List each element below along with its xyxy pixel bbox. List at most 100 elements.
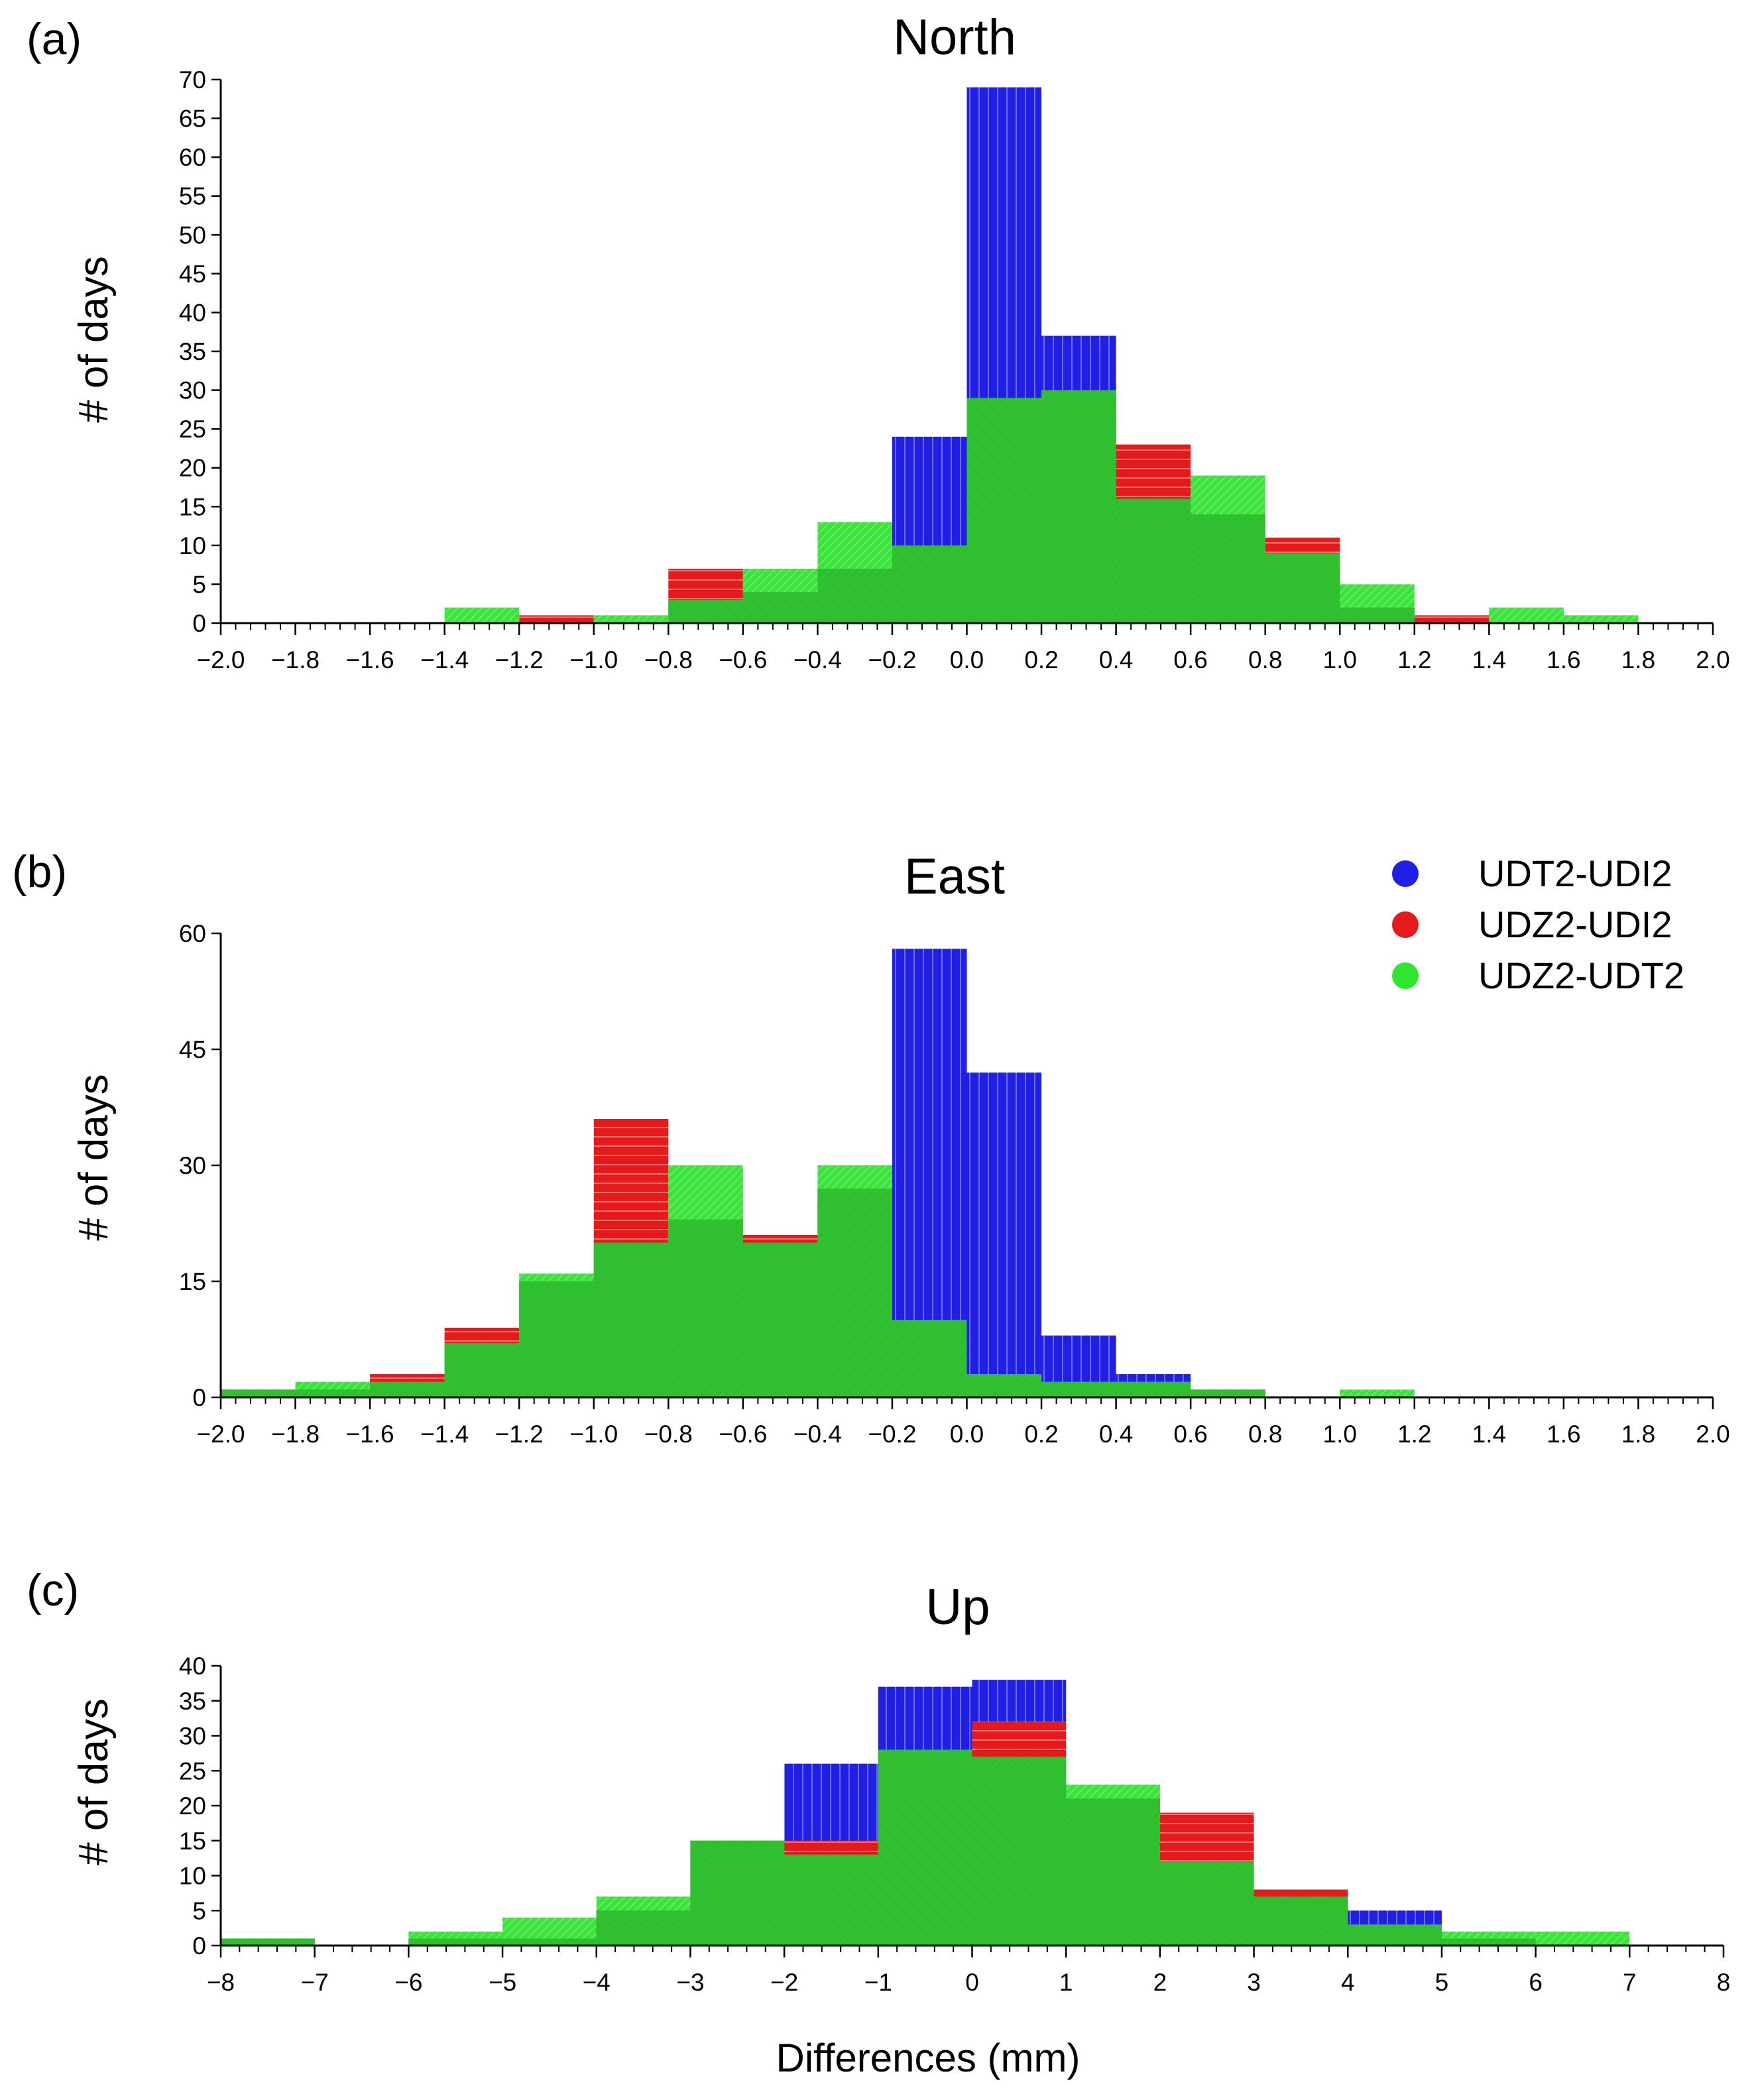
x-tick-label-c: −3	[676, 1969, 704, 1996]
bar-a-udz2-udi2-4	[519, 615, 594, 623]
overlap-bar-b-8	[817, 1189, 892, 1397]
chart-title-up: Up	[925, 1579, 990, 1635]
x-tick-label-b: 2.0	[1696, 1421, 1729, 1448]
x-tick-label-b: 1.4	[1472, 1421, 1506, 1448]
y-tick-label-a: 55	[179, 183, 206, 210]
x-tick-label-a: 0.0	[950, 646, 984, 673]
x-tick-label-b: −1.0	[569, 1421, 618, 1448]
x-tick-label-b: −1.2	[495, 1421, 544, 1448]
overlap-bar-b-2	[370, 1381, 445, 1397]
legend-marker-udz2-udi2	[1392, 911, 1419, 938]
x-tick-label-b: 0.6	[1173, 1421, 1207, 1448]
overlap-bar-b-12	[1116, 1381, 1191, 1397]
overlap-a	[668, 390, 1415, 623]
y-tick-label-a: 5	[192, 571, 206, 598]
legend-marker-udz2-udt2	[1392, 962, 1419, 989]
overlap-bar-c-6	[784, 1854, 878, 1946]
overlap-bar-a-7	[742, 592, 818, 623]
overlap-bar-c-12	[1348, 1924, 1442, 1946]
bar-a-udz2-udt2-3	[444, 607, 520, 623]
overlap-b	[221, 1189, 1265, 1397]
x-tick-label-c: −1	[864, 1969, 892, 1996]
x-tick-label-a: −1.0	[569, 646, 618, 673]
overlap-bar-b-11	[1041, 1381, 1116, 1397]
y-tick-label-a: 20	[179, 455, 206, 482]
x-tick-label-a: −0.4	[793, 646, 842, 673]
y-tick-label-c: 25	[179, 1757, 206, 1784]
overlap-bar-c-5	[690, 1840, 785, 1946]
y-axis-label-b: # of days	[71, 1074, 117, 1241]
bar-a-udz2-udi2-16	[1414, 615, 1490, 623]
bar-b-udz2-udt2-15	[1340, 1389, 1415, 1397]
bar-a-udz2-udt2-18	[1563, 615, 1639, 623]
x-tick-label-a: 2.0	[1696, 646, 1729, 673]
legend: UDT2-UDI2 UDZ2-UDI2 UDZ2-UDT2	[1392, 852, 1684, 996]
overlap-bar-c-11	[1254, 1896, 1348, 1946]
x-tick-label-c: 4	[1341, 1969, 1355, 1996]
x-tick-label-b: 0.4	[1099, 1421, 1133, 1448]
bar-c-udz2-udt2-14	[1535, 1931, 1630, 1946]
overlap-bar-a-6	[668, 599, 743, 623]
y-axis-label-c: # of days	[71, 1698, 117, 1865]
bar-b-udt2-udi2-10	[966, 1073, 1042, 1397]
legend-label-udz2-udi2: UDZ2-UDI2	[1478, 904, 1672, 945]
x-tick-label-c: 6	[1529, 1969, 1543, 1996]
panel-label-b: (b)	[12, 846, 67, 897]
overlap-bar-b-7	[742, 1242, 818, 1397]
y-tick-label-a: 45	[179, 261, 206, 288]
overlap-bar-a-10	[966, 398, 1042, 623]
overlap-bar-b-4	[519, 1281, 594, 1397]
x-tick-label-b: 0.0	[950, 1421, 984, 1448]
x-tick-label-c: −6	[394, 1969, 422, 1996]
overlap-bar-c-13	[1441, 1938, 1536, 1946]
x-tick-label-c: −4	[583, 1969, 611, 1996]
x-tick-label-c: 5	[1435, 1969, 1449, 1996]
overlap-bar-c-0	[221, 1938, 315, 1946]
y-tick-label-a: 30	[179, 377, 206, 404]
legend-label-udz2-udt2: UDZ2-UDT2	[1478, 955, 1684, 996]
overlap-c	[221, 1749, 1536, 1946]
y-tick-label-b: 45	[179, 1036, 206, 1063]
x-tick-label-a: 1.8	[1621, 646, 1655, 673]
overlap-bar-b-6	[668, 1219, 743, 1397]
x-tick-label-a: 1.4	[1472, 646, 1506, 673]
x-tick-label-b: −0.2	[868, 1421, 916, 1448]
x-tick-label-c: −5	[489, 1969, 516, 1996]
y-tick-label-a: 70	[179, 66, 206, 93]
y-tick-label-a: 40	[179, 299, 206, 326]
overlap-bar-a-13	[1191, 514, 1265, 623]
x-tick-label-b: 1.2	[1397, 1421, 1431, 1448]
y-tick-label-a: 65	[179, 105, 206, 133]
y-tick-label-c: 20	[179, 1792, 206, 1820]
x-tick-label-a: −0.6	[719, 646, 767, 673]
x-tick-label-b: −0.8	[644, 1421, 693, 1448]
y-tick-label-a: 60	[179, 144, 206, 171]
panel-b: (b) East # of days 0 15 30 45 60 −2.0 −1.8 −1.6…	[12, 846, 1730, 1448]
x-tick-label-c: −8	[207, 1969, 235, 1996]
x-tick-label-c: 2	[1153, 1969, 1167, 1996]
x-tick-label-b: 0.2	[1024, 1421, 1058, 1448]
y-tick-label-a: 35	[179, 338, 206, 365]
x-tick-label-c: 0	[965, 1969, 979, 1996]
panel-label-a: (a)	[27, 14, 82, 64]
y-tick-label-a: 10	[179, 532, 206, 559]
overlap-bar-b-13	[1191, 1389, 1265, 1397]
y-tick-label-a: 25	[179, 416, 206, 443]
x-tick-label-a: 0.4	[1099, 646, 1133, 673]
plot-area-north: 0 5 10 15 20 25 30 35 40 45 50 55 60 65 70 −2.0 −1.8 −1.6…	[179, 66, 1730, 673]
x-tick-label-b: 1.8	[1621, 1421, 1655, 1448]
chart-title-east: East	[904, 848, 1005, 905]
x-tick-label-c: −7	[301, 1969, 329, 1996]
plot-area-east: 0 15 30 45 60 −2.0 −1.8 −1.6 −1.4 −1.2 −1.0 −0.8 −0.…	[179, 920, 1730, 1448]
x-tick-label-a: 0.6	[1173, 646, 1207, 673]
chart-title-north: North	[893, 9, 1016, 66]
x-tick-label-a: −1.4	[420, 646, 469, 673]
y-tick-label-c: 0	[192, 1932, 206, 1959]
overlap-bar-a-8	[817, 569, 892, 623]
legend-label-udt2-udi2: UDT2-UDI2	[1478, 852, 1672, 894]
y-tick-label-b: 0	[192, 1384, 206, 1411]
x-tick-label-a: 0.8	[1248, 646, 1282, 673]
y-tick-label-a: 0	[192, 610, 206, 637]
x-tick-label-a: −1.6	[346, 646, 394, 673]
